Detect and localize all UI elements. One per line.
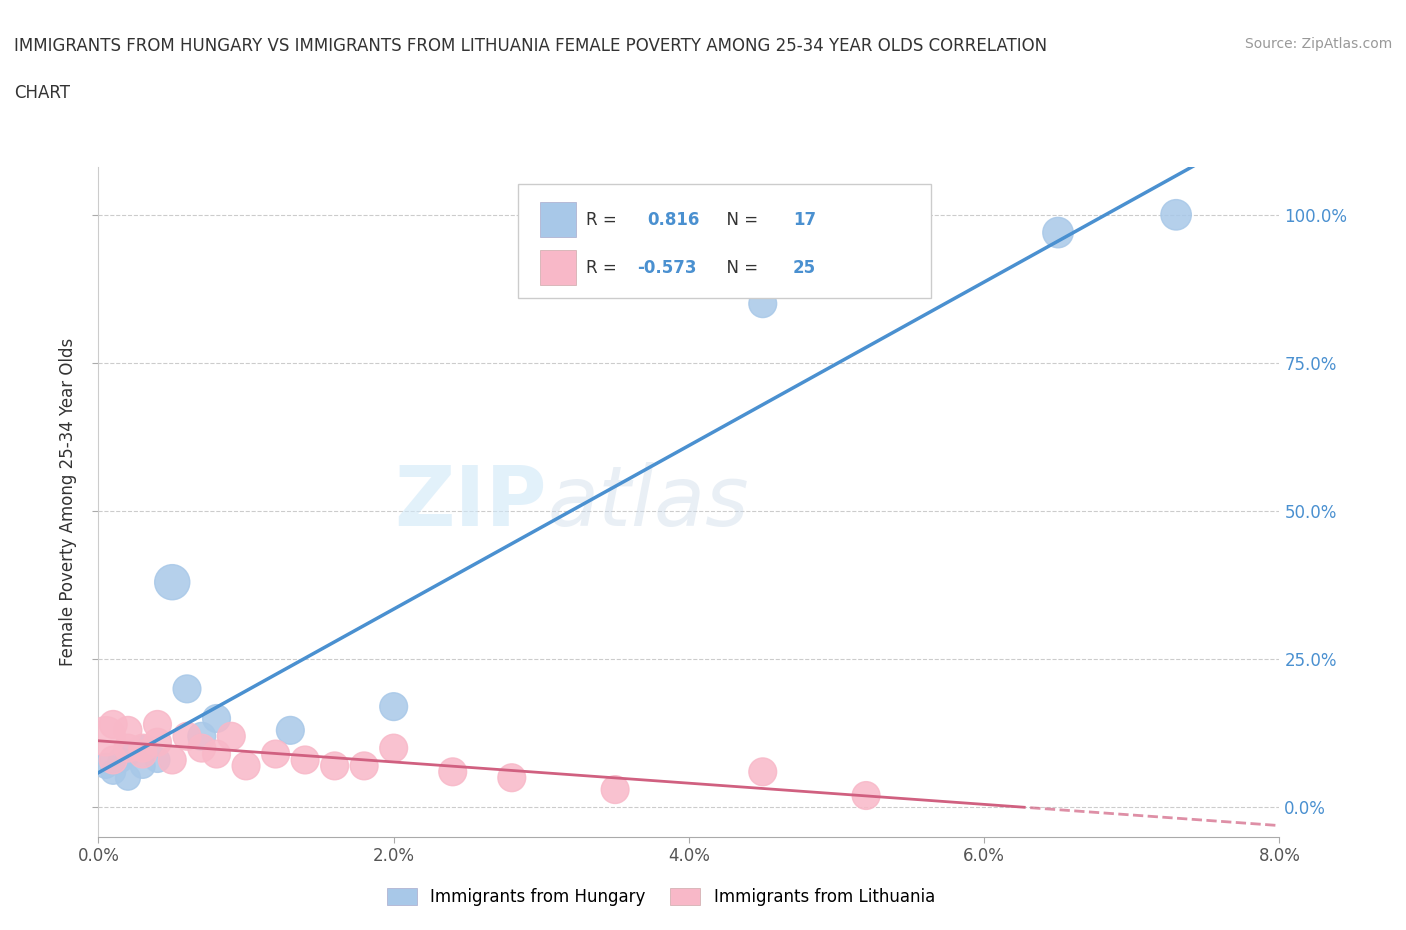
Point [132, 740, 155, 755]
Point [132, 759, 155, 774]
Point [191, 729, 214, 744]
Point [117, 770, 139, 785]
Text: N =: N = [716, 210, 763, 229]
Text: Source: ZipAtlas.com: Source: ZipAtlas.com [1244, 37, 1392, 51]
Y-axis label: Female Poverty Among 25-34 Year Olds: Female Poverty Among 25-34 Year Olds [59, 339, 77, 666]
Point [219, 729, 242, 744]
Text: 17: 17 [793, 210, 815, 229]
Text: N =: N = [716, 259, 763, 277]
Point [117, 747, 139, 762]
Text: ZIP: ZIP [395, 461, 547, 543]
Point [235, 759, 257, 774]
Point [94, 729, 117, 744]
Text: IMMIGRANTS FROM HUNGARY VS IMMIGRANTS FROM LITHUANIA FEMALE POVERTY AMONG 25-34 : IMMIGRANTS FROM HUNGARY VS IMMIGRANTS FR… [14, 37, 1047, 55]
Point [382, 740, 405, 755]
Text: CHART: CHART [14, 84, 70, 101]
Point [103, 764, 125, 779]
Point [162, 752, 183, 767]
Point [855, 788, 877, 803]
Point [278, 723, 302, 737]
Point [132, 740, 155, 755]
Legend: Immigrants from Hungary, Immigrants from Lithuania: Immigrants from Hungary, Immigrants from… [380, 881, 942, 912]
Point [441, 764, 464, 779]
Point [103, 752, 125, 767]
Point [382, 699, 405, 714]
Text: R =: R = [586, 210, 627, 229]
Point [110, 752, 132, 767]
Point [117, 740, 139, 755]
Point [294, 752, 316, 767]
Point [191, 740, 214, 755]
Point [103, 717, 125, 732]
Point [751, 297, 773, 312]
Point [146, 752, 169, 767]
Point [353, 759, 375, 774]
Text: 0.816: 0.816 [648, 210, 700, 229]
Point [1164, 207, 1187, 222]
Point [162, 575, 183, 590]
Text: R =: R = [586, 259, 623, 277]
FancyBboxPatch shape [540, 202, 575, 237]
Point [751, 764, 773, 779]
Point [176, 682, 198, 697]
FancyBboxPatch shape [540, 250, 575, 286]
Point [132, 747, 155, 762]
Point [501, 770, 523, 785]
Point [205, 747, 228, 762]
Point [323, 759, 346, 774]
FancyBboxPatch shape [517, 184, 931, 298]
Point [605, 782, 627, 797]
Point [94, 759, 117, 774]
Text: 25: 25 [793, 259, 815, 277]
Point [117, 723, 139, 737]
Text: -0.573: -0.573 [637, 259, 696, 277]
Text: atlas: atlas [547, 461, 749, 543]
Point [146, 717, 169, 732]
Point [1046, 225, 1069, 240]
Point [264, 747, 287, 762]
Point [146, 735, 169, 750]
Point [205, 711, 228, 726]
Point [176, 729, 198, 744]
